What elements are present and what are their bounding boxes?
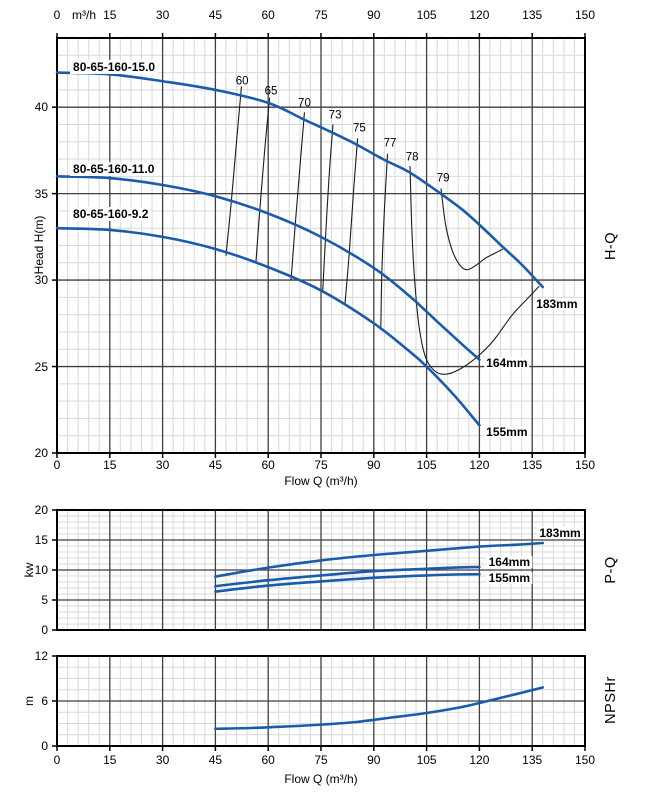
efficiency-line-77 <box>380 153 389 327</box>
efficiency-line-79 <box>440 188 504 271</box>
hq-curve-155mm <box>55 226 481 427</box>
pq-major-grid <box>57 510 585 630</box>
npshr-major-grid <box>57 656 585 746</box>
pq-curve-183mm <box>214 541 545 578</box>
npshr-curve-NPSHr <box>214 686 545 731</box>
hq-major-grid <box>57 38 585 453</box>
pq-curve-155mm <box>214 572 481 593</box>
efficiency-line-60 <box>225 86 242 256</box>
efficiency-line-70 <box>290 112 306 281</box>
efficiency-line-65 <box>255 97 271 263</box>
efficiency-line-75 <box>344 138 359 305</box>
efficiency-line-78 <box>409 165 540 375</box>
efficiency-line-73 <box>322 124 334 291</box>
pq-curve-164mm <box>214 565 481 588</box>
hq-curve-183mm <box>55 71 545 289</box>
hq-curve-164mm <box>55 175 481 361</box>
